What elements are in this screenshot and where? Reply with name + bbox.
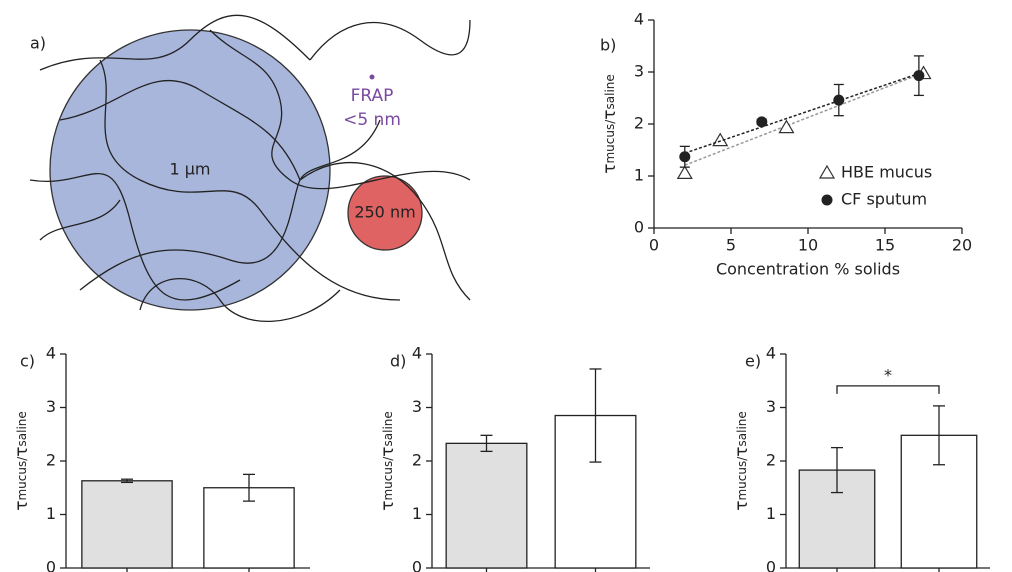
fiber: [299, 161, 471, 301]
marker: [756, 116, 768, 128]
y-axis-label: τmucus/τsaline: [378, 411, 398, 511]
y-tick-label: 4: [766, 344, 776, 363]
y-tick-label: 0: [412, 558, 422, 572]
frap-label: FRAP: [351, 86, 394, 106]
y-tick-label: 4: [412, 344, 422, 363]
y-tick-label: 4: [46, 344, 56, 363]
bar: [445, 442, 528, 569]
y-axis-label: τmucus/τsaline: [600, 74, 620, 174]
x-tick-label: 10: [798, 236, 818, 255]
error-bar: [121, 478, 133, 484]
trend-line: [684, 72, 924, 166]
panel-label: d): [390, 352, 406, 371]
marker: [676, 165, 693, 179]
legend-label: CF sputum: [841, 190, 927, 209]
x-tick-label: 15: [875, 236, 895, 255]
frap-dot: [369, 74, 375, 80]
panel-label: c): [20, 352, 35, 371]
y-axis-label: τmucus/τsaline: [732, 411, 752, 511]
y-tick-label: 2: [412, 451, 422, 470]
y-tick-label: 2: [766, 451, 776, 470]
size-label: 1 μm: [169, 160, 210, 179]
y-tick-label: 2: [46, 451, 56, 470]
y-tick-label: 3: [634, 62, 644, 81]
marker: [778, 119, 795, 134]
annotation: *: [884, 365, 892, 384]
y-tick-label: 3: [412, 397, 422, 416]
y-tick-label: 3: [766, 397, 776, 416]
trend-line: [684, 72, 920, 154]
legend-marker: [821, 194, 833, 206]
panel-label: b): [600, 36, 616, 55]
bar: [81, 480, 173, 569]
y-tick-label: 1: [766, 504, 776, 523]
y-tick-label: 0: [46, 558, 56, 572]
y-tick-label: 4: [634, 10, 644, 29]
fiber: [39, 14, 311, 71]
y-tick-label: 1: [634, 166, 644, 185]
large-circle: [49, 29, 331, 311]
fiber: [99, 59, 401, 301]
x-tick-label: 0: [649, 236, 659, 255]
y-tick-label: 0: [634, 218, 644, 237]
y-tick-label: 0: [766, 558, 776, 572]
marker: [833, 94, 845, 106]
y-tick-label: 1: [46, 504, 56, 523]
fiber: [79, 119, 381, 291]
legend-label: HBE mucus: [841, 163, 932, 182]
fiber: [29, 172, 241, 301]
panel-label: a): [30, 34, 46, 53]
y-tick-label: 2: [634, 114, 644, 133]
error-bar: [243, 473, 255, 502]
y-tick-label: 3: [46, 397, 56, 416]
small-circle: [347, 175, 423, 251]
significance-bracket: [836, 385, 940, 394]
error-bar: [589, 368, 602, 463]
x-axis-label: Concentration % solids: [716, 260, 900, 279]
panel-label: e): [745, 352, 761, 371]
fiber: [39, 199, 121, 241]
frap-size: <5 nm: [343, 110, 401, 130]
fiber: [309, 19, 471, 61]
x-tick-label: 20: [952, 236, 972, 255]
x-tick-label: 5: [726, 236, 736, 255]
error-bar: [831, 446, 843, 494]
fiber: [209, 29, 471, 190]
marker: [679, 151, 691, 163]
y-tick-label: 1: [412, 504, 422, 523]
error-bar: [933, 405, 945, 466]
diagram: [29, 14, 471, 323]
error-bar: [480, 434, 493, 453]
fiber: [139, 278, 341, 323]
marker: [913, 70, 925, 82]
size-label: 250 nm: [354, 203, 415, 222]
y-axis-label: τmucus/τsaline: [12, 411, 32, 511]
legend-marker: [818, 164, 836, 179]
